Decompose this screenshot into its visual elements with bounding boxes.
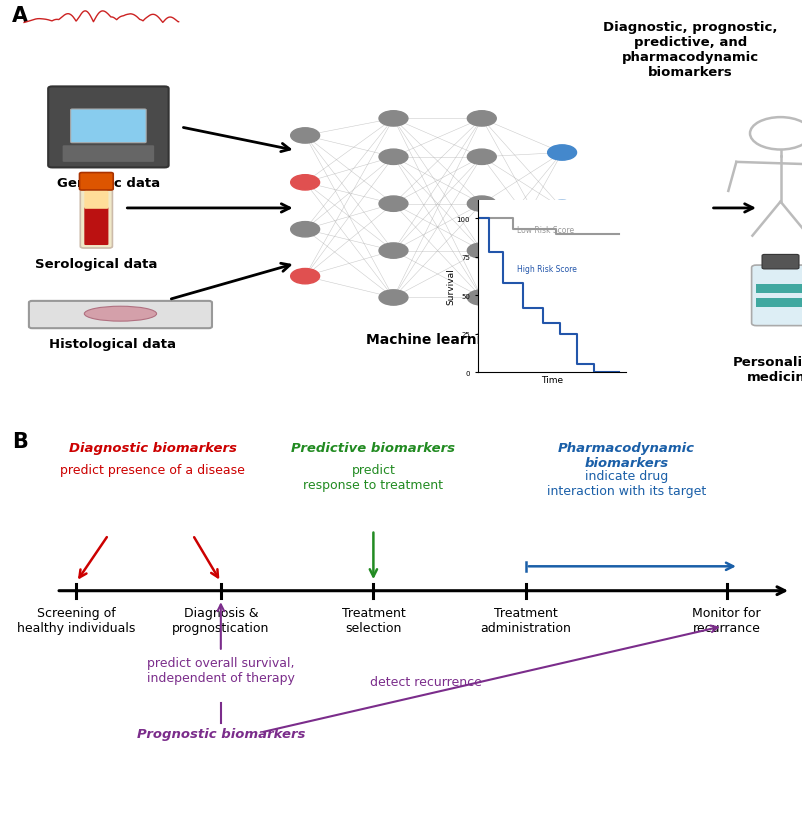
Ellipse shape [84,307,156,322]
Text: Low Risk Score: Low Risk Score [516,226,573,235]
FancyBboxPatch shape [29,301,212,328]
Text: indicate drug
interaction with its target: indicate drug interaction with its targe… [546,469,705,497]
X-axis label: Time: Time [541,375,562,384]
Circle shape [379,111,407,127]
Y-axis label: Survival: Survival [446,269,455,305]
FancyBboxPatch shape [761,255,798,269]
Text: predict presence of a disease: predict presence of a disease [60,464,245,476]
Circle shape [467,291,496,305]
FancyBboxPatch shape [755,299,802,308]
Text: Histological data: Histological data [49,337,176,351]
Circle shape [467,111,496,127]
Text: Screening of
healthy individuals: Screening of healthy individuals [17,606,136,634]
Text: Treatment
selection: Treatment selection [341,606,405,634]
FancyBboxPatch shape [755,284,802,294]
Text: Diagnostic, prognostic,
predictive, and
pharmacodynamic
biomarkers: Diagnostic, prognostic, predictive, and … [602,21,777,79]
Circle shape [290,129,319,144]
Text: B: B [12,432,28,452]
Circle shape [467,243,496,259]
Text: predict
response to treatment: predict response to treatment [303,464,443,491]
FancyBboxPatch shape [84,208,108,246]
Circle shape [290,222,319,238]
Text: Personalized
medicine: Personalized medicine [731,355,802,383]
Text: Pharmacodynamic
biomarkers: Pharmacodynamic biomarkers [557,441,694,469]
Circle shape [467,197,496,212]
Circle shape [547,256,576,272]
Circle shape [467,150,496,165]
Text: Machine learning: Machine learning [366,333,500,346]
Circle shape [290,269,319,284]
Text: Diagnostic biomarkers: Diagnostic biomarkers [68,441,237,455]
Text: Serological data: Serological data [35,258,157,270]
Text: Prognostic biomarkers: Prognostic biomarkers [136,726,305,740]
Circle shape [547,146,576,161]
Circle shape [379,150,407,165]
FancyBboxPatch shape [63,146,154,163]
Text: Monitor for
recurrance: Monitor for recurrance [691,606,760,634]
Circle shape [379,197,407,212]
Text: Treatment
administration: Treatment administration [480,606,571,634]
Text: detect recurrence: detect recurrence [369,676,481,689]
Text: A: A [12,7,28,26]
Text: Genomic data: Genomic data [57,177,160,190]
Text: High Risk Score: High Risk Score [516,265,577,274]
FancyBboxPatch shape [79,174,113,191]
FancyBboxPatch shape [751,265,802,326]
Circle shape [290,175,319,191]
Text: Diagnosis &
prognostication: Diagnosis & prognostication [172,606,269,634]
Circle shape [379,291,407,305]
Text: predict overall survival,
independent of therapy: predict overall survival, independent of… [147,656,294,684]
FancyBboxPatch shape [80,186,112,249]
Circle shape [547,201,576,216]
FancyBboxPatch shape [48,88,168,168]
FancyBboxPatch shape [71,110,146,143]
Circle shape [379,243,407,259]
Text: Predictive biomarkers: Predictive biomarkers [291,441,455,455]
FancyBboxPatch shape [84,192,108,210]
